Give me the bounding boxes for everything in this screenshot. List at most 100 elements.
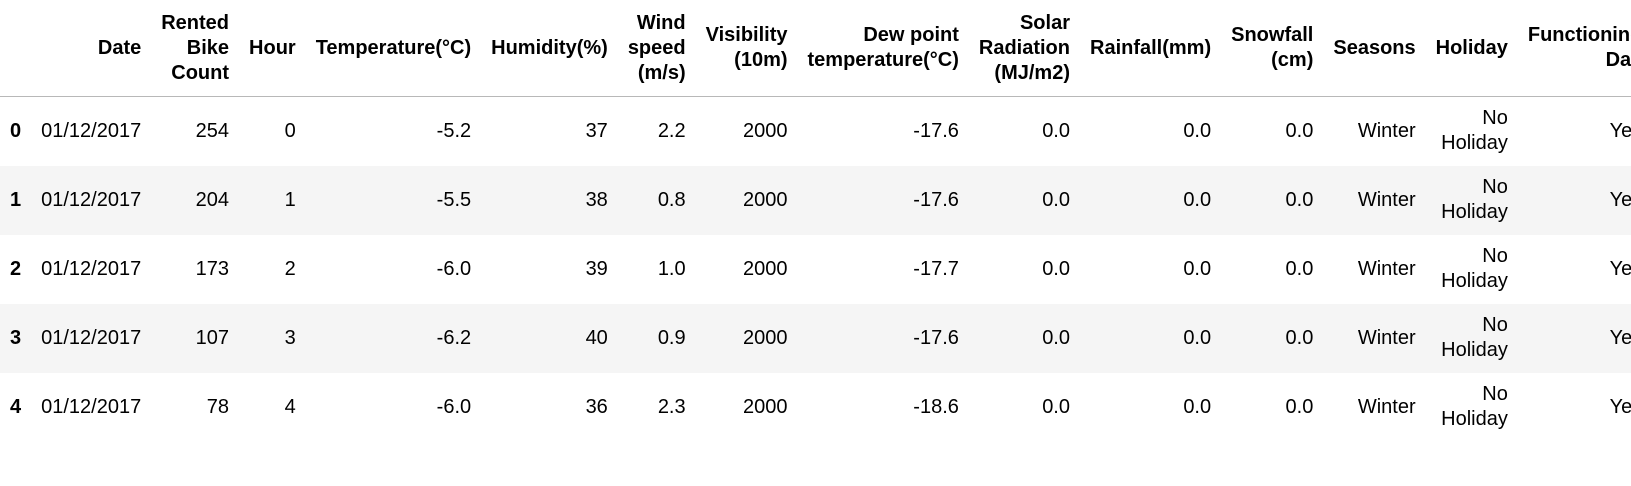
cell-rented-bike-count: 204 [195, 188, 230, 211]
cell-functioning-day: Yes [1609, 188, 1631, 211]
cell-hour: 2 [284, 257, 296, 280]
cell-rainfall: 0.0 [1183, 119, 1212, 142]
cell-visibility: 2000 [743, 257, 788, 280]
cell-snowfall: 0.0 [1285, 119, 1314, 142]
cell-dew-point: -17.6 [913, 326, 959, 349]
column-header-hour: Hour [239, 0, 306, 97]
cell-visibility: 2000 [743, 326, 788, 349]
table-body: 0 01/12/2017 254 0 -5.2 37 2.2 2000 -17.… [0, 97, 1631, 442]
cell-rented-bike-count: 173 [195, 257, 230, 280]
dataframe-table: Date Rented Bike Count Hour Temperature(… [0, 0, 1631, 442]
cell-humidity: 37 [585, 119, 608, 142]
cell-temperature: -6.0 [436, 257, 472, 280]
dataframe-output: Date Rented Bike Count Hour Temperature(… [0, 0, 1631, 442]
cell-functioning-day: Yes [1609, 257, 1631, 280]
row-index: 0 [10, 119, 22, 142]
cell-wind-speed: 0.8 [657, 188, 686, 211]
cell-rented-bike-count: 78 [206, 395, 230, 418]
cell-functioning-day: Yes [1609, 326, 1631, 349]
cell-holiday: No Holiday [1441, 314, 1508, 361]
cell-solar-radiation: 0.0 [1042, 119, 1070, 142]
cell-dew-point: -17.7 [913, 257, 959, 280]
cell-snowfall: 0.0 [1285, 395, 1314, 418]
row-index: 3 [10, 326, 22, 349]
cell-humidity: 38 [585, 188, 608, 211]
column-header-dew-point: Dew point temperature(°C) [797, 0, 969, 97]
cell-wind-speed: 0.9 [657, 326, 686, 349]
cell-date: 01/12/2017 [41, 257, 142, 280]
column-header-functioning-day: Functioning Day [1517, 0, 1631, 97]
column-header-humidity: Humidity(%) [481, 0, 618, 97]
cell-snowfall: 0.0 [1285, 326, 1314, 349]
row-index: 1 [10, 188, 22, 211]
row-index: 2 [10, 257, 22, 280]
table-row: 0 01/12/2017 254 0 -5.2 37 2.2 2000 -17.… [0, 97, 1631, 166]
cell-seasons: Winter [1357, 326, 1416, 349]
cell-temperature: -6.0 [436, 395, 472, 418]
cell-hour: 0 [284, 119, 296, 142]
cell-visibility: 2000 [743, 395, 788, 418]
cell-temperature: -6.2 [436, 326, 472, 349]
cell-wind-speed: 2.2 [657, 119, 686, 142]
cell-functioning-day: Yes [1609, 395, 1631, 418]
cell-rented-bike-count: 254 [195, 119, 230, 142]
cell-rainfall: 0.0 [1183, 188, 1212, 211]
cell-seasons: Winter [1357, 119, 1416, 142]
table-header: Date Rented Bike Count Hour Temperature(… [0, 0, 1631, 97]
column-header-seasons: Seasons [1323, 0, 1426, 97]
cell-seasons: Winter [1357, 188, 1416, 211]
column-header-solar-radiation: Solar Radiation (MJ/m2) [968, 0, 1080, 97]
cell-solar-radiation: 0.0 [1042, 326, 1070, 349]
cell-rainfall: 0.0 [1183, 257, 1212, 280]
cell-date: 01/12/2017 [41, 326, 142, 349]
cell-functioning-day: Yes [1609, 119, 1631, 142]
cell-dew-point: -17.6 [913, 119, 959, 142]
column-header-rented-bike-count: Rented Bike Count [151, 0, 240, 97]
column-header-temperature: Temperature(°C) [305, 0, 482, 97]
cell-humidity: 40 [585, 326, 608, 349]
cell-seasons: Winter [1357, 257, 1416, 280]
cell-hour: 3 [284, 326, 296, 349]
column-header-date: Date [31, 0, 152, 97]
cell-hour: 1 [284, 188, 296, 211]
table-row: 4 01/12/2017 78 4 -6.0 36 2.3 2000 -18.6… [0, 373, 1631, 442]
cell-humidity: 39 [585, 257, 608, 280]
cell-date: 01/12/2017 [41, 119, 142, 142]
cell-rainfall: 0.0 [1183, 395, 1212, 418]
cell-holiday: No Holiday [1441, 176, 1508, 223]
table-row: 2 01/12/2017 173 2 -6.0 39 1.0 2000 -17.… [0, 235, 1631, 304]
cell-humidity: 36 [585, 395, 608, 418]
column-header-visibility: Visibility (10m) [695, 0, 798, 97]
cell-solar-radiation: 0.0 [1042, 188, 1070, 211]
column-header-wind-speed: Wind speed (m/s) [617, 0, 696, 97]
table-row: 3 01/12/2017 107 3 -6.2 40 0.9 2000 -17.… [0, 303, 1631, 373]
cell-temperature: -5.5 [436, 188, 472, 211]
cell-dew-point: -18.6 [913, 395, 959, 418]
column-header-snowfall: Snowfall (cm) [1221, 0, 1324, 97]
header-row: Date Rented Bike Count Hour Temperature(… [0, 0, 1631, 97]
cell-dew-point: -17.6 [913, 188, 959, 211]
cell-holiday: No Holiday [1441, 383, 1508, 430]
row-index: 4 [10, 395, 22, 418]
table-row: 1 01/12/2017 204 1 -5.5 38 0.8 2000 -17.… [0, 165, 1631, 235]
cell-seasons: Winter [1357, 395, 1416, 418]
index-header [0, 0, 32, 97]
cell-wind-speed: 1.0 [657, 257, 686, 280]
cell-date: 01/12/2017 [41, 395, 142, 418]
column-header-rainfall: Rainfall(mm) [1080, 0, 1222, 97]
cell-date: 01/12/2017 [41, 188, 142, 211]
cell-wind-speed: 2.3 [657, 395, 686, 418]
cell-snowfall: 0.0 [1285, 188, 1314, 211]
cell-rented-bike-count: 107 [195, 326, 230, 349]
cell-temperature: -5.2 [436, 119, 472, 142]
cell-solar-radiation: 0.0 [1042, 257, 1070, 280]
cell-visibility: 2000 [743, 188, 788, 211]
cell-hour: 4 [284, 395, 296, 418]
cell-holiday: No Holiday [1441, 245, 1508, 292]
cell-holiday: No Holiday [1441, 107, 1508, 155]
cell-solar-radiation: 0.0 [1042, 395, 1070, 418]
cell-rainfall: 0.0 [1183, 326, 1212, 349]
cell-snowfall: 0.0 [1285, 257, 1314, 280]
cell-visibility: 2000 [743, 119, 788, 142]
column-header-holiday: Holiday [1425, 0, 1518, 97]
